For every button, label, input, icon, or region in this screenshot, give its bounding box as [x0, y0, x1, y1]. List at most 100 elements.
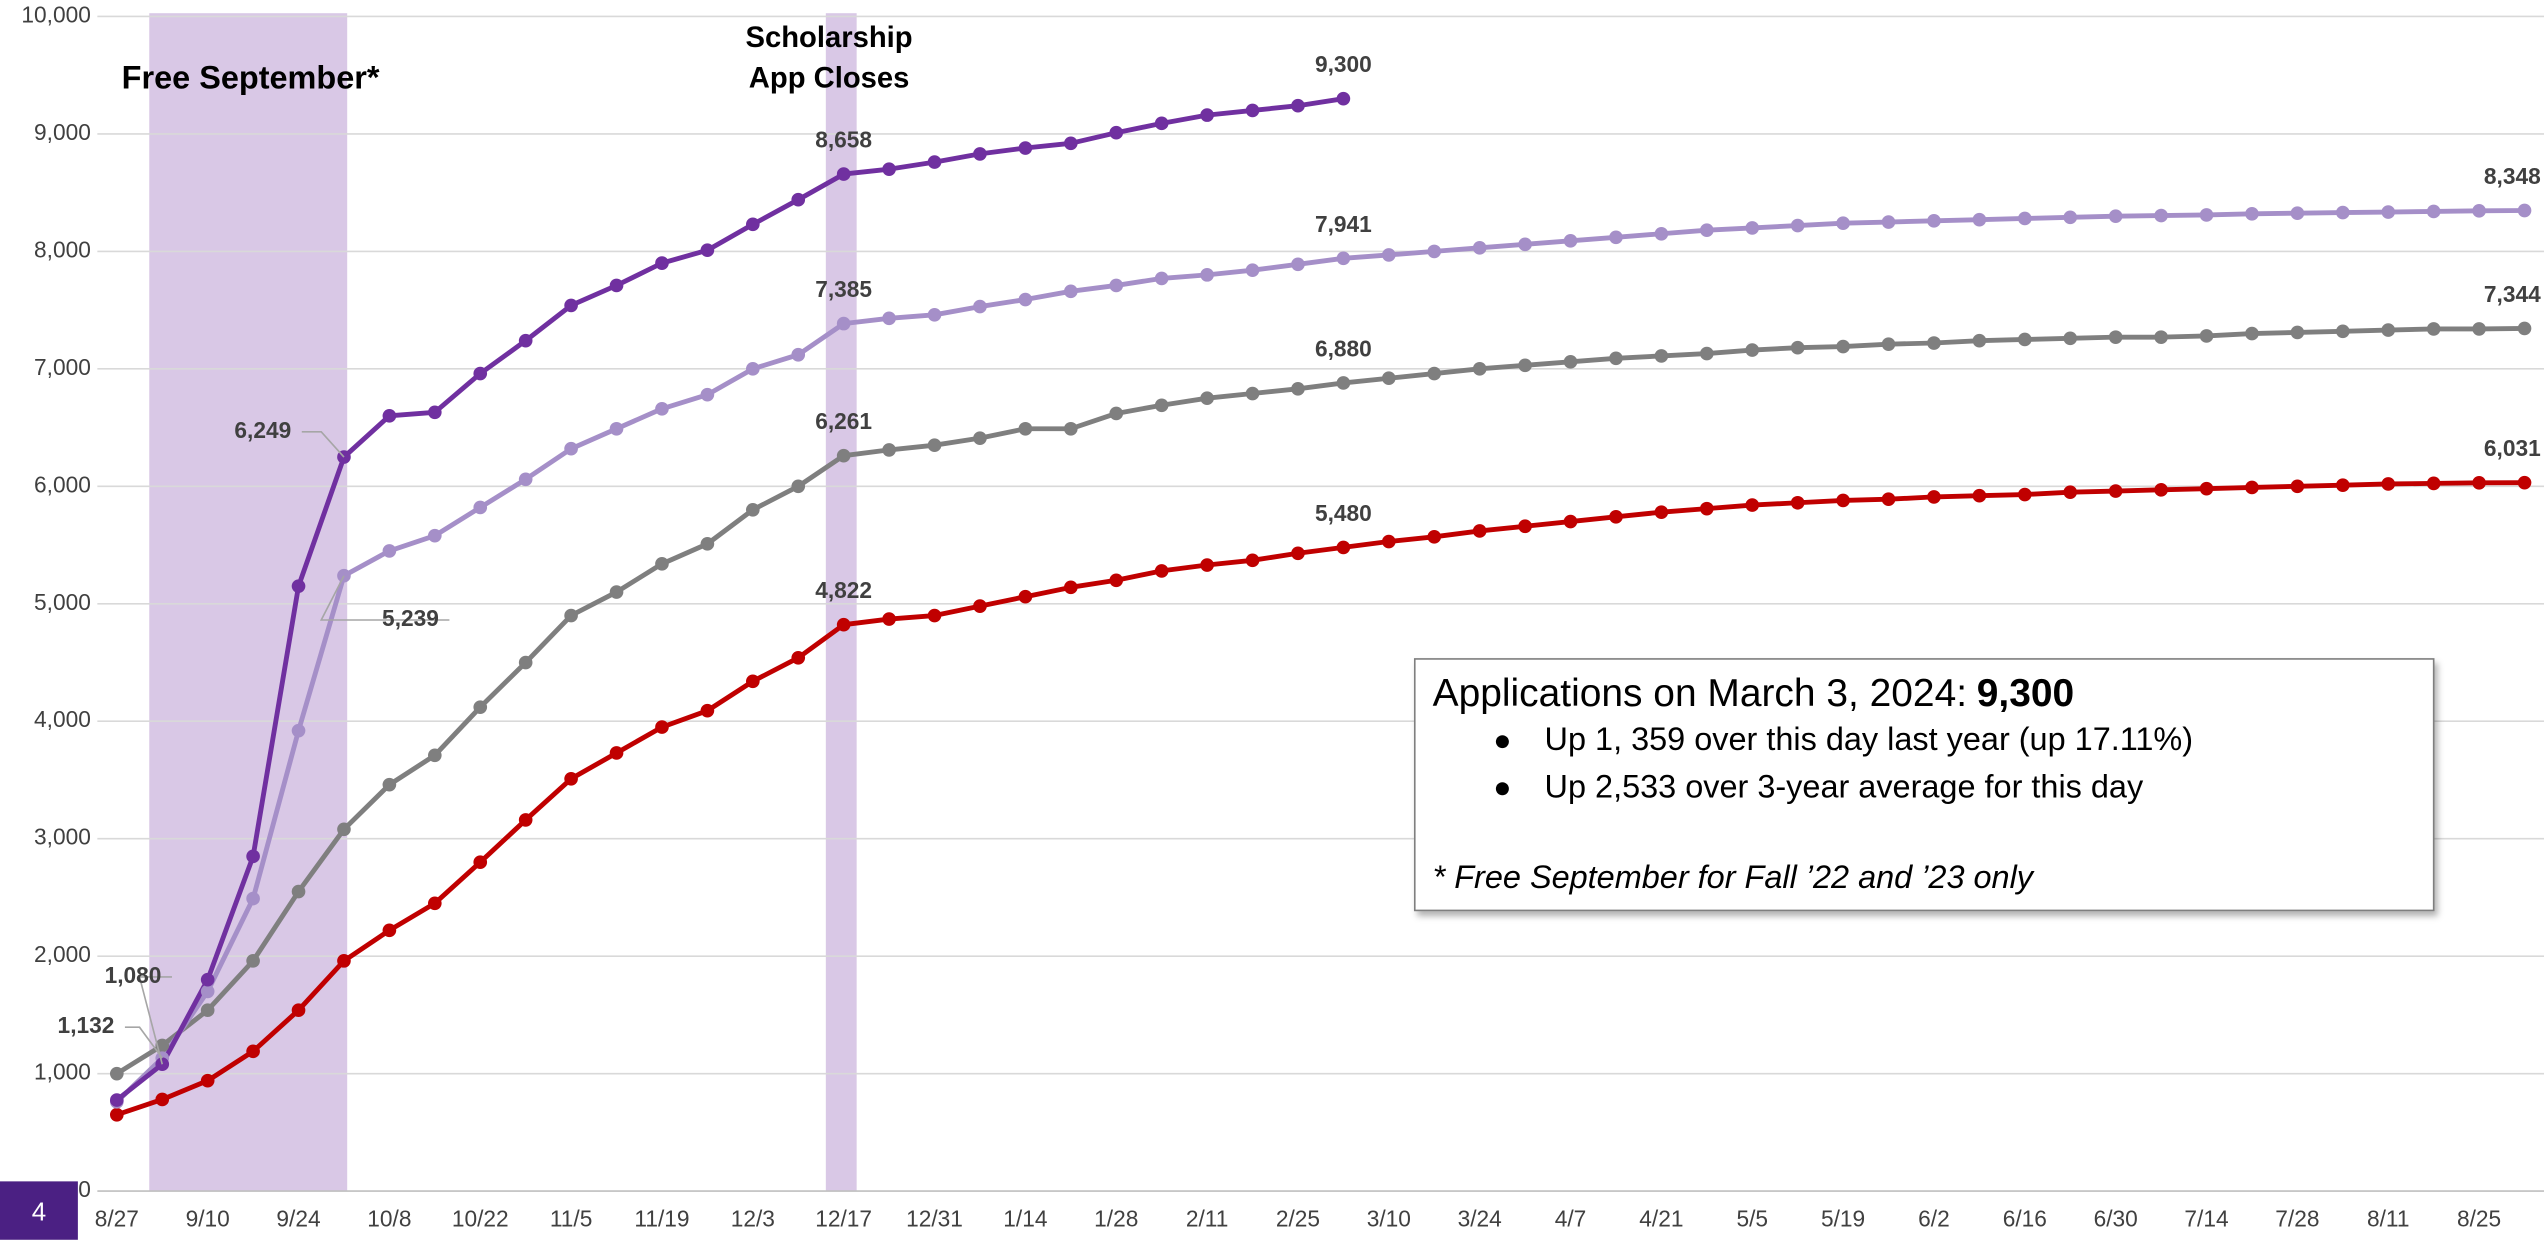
bullet	[1495, 735, 1509, 749]
data-point	[1563, 514, 1578, 529]
data-point	[2517, 475, 2532, 490]
data-point	[1609, 230, 1623, 245]
data-point	[882, 612, 896, 626]
bullet	[1495, 782, 1509, 796]
data-point	[291, 884, 306, 899]
annotation: Free September*	[122, 59, 380, 95]
x-tick-label: 9/10	[186, 1205, 230, 1231]
data-point	[2381, 323, 2396, 337]
data-label: 5,239	[382, 605, 439, 631]
x-tick-label: 1/14	[1003, 1205, 1047, 1231]
data-point	[2245, 206, 2259, 221]
data-label: 6,261	[815, 408, 872, 434]
x-tick-label: 12/17	[815, 1205, 872, 1231]
data-point	[1018, 292, 1033, 307]
data-point	[155, 1092, 170, 1107]
data-point	[1427, 366, 1442, 381]
data-point	[1109, 125, 1124, 140]
data-point	[927, 307, 942, 322]
data-point	[564, 298, 578, 313]
data-point	[1927, 490, 1941, 504]
x-tick-label: 3/10	[1367, 1205, 1411, 1231]
data-point	[1291, 381, 1305, 396]
data-point	[2472, 322, 2486, 336]
data-point	[1291, 257, 1305, 272]
data-point	[927, 608, 942, 623]
leader-line	[301, 430, 345, 458]
data-point	[2426, 476, 2441, 491]
data-point	[428, 896, 442, 911]
data-point	[1109, 406, 1124, 421]
data-label: 6,880	[1315, 335, 1372, 361]
data-label: 7,941	[1315, 211, 1372, 237]
data-point	[1018, 141, 1033, 155]
data-point	[1200, 558, 1214, 572]
data-point	[1154, 116, 1169, 131]
x-tick-label: 11/19	[634, 1205, 689, 1231]
data-point	[1336, 540, 1351, 555]
data-point	[1745, 498, 1760, 512]
data-point	[1700, 223, 1714, 238]
data-point	[2517, 203, 2532, 218]
data-point	[1472, 524, 1487, 538]
x-tick-label: 9/24	[276, 1205, 320, 1231]
data-point	[700, 387, 715, 402]
slide-number-box	[0, 1181, 78, 1240]
data-point	[2199, 329, 2214, 343]
data-point	[337, 954, 351, 968]
data-label: 1,080	[105, 962, 162, 988]
info-heading: Applications on March 3, 2024: 9,300	[1433, 673, 2075, 716]
data-point	[927, 155, 942, 169]
data-point	[428, 405, 442, 420]
data-point	[1109, 278, 1124, 293]
data-point	[200, 1073, 215, 1088]
y-tick-label: 7,000	[34, 354, 91, 380]
data-point	[2517, 321, 2532, 336]
data-point	[473, 855, 488, 870]
data-point	[836, 167, 851, 181]
data-label: 8,348	[2484, 163, 2541, 189]
y-tick-label: 4,000	[34, 706, 91, 732]
data-point	[1245, 553, 1260, 568]
data-point	[1700, 346, 1714, 361]
x-tick-label: 2/11	[1186, 1205, 1229, 1231]
data-point	[1836, 493, 1850, 508]
data-point	[1382, 248, 1396, 262]
data-point	[2199, 208, 2214, 222]
info-footnote: * Free September for Fall ’22 and ’23 on…	[1433, 859, 2035, 895]
data-point	[2290, 479, 2305, 494]
data-point	[2018, 332, 2032, 347]
data-point	[836, 617, 851, 632]
series-line	[115, 96, 1344, 1102]
data-point	[1518, 519, 1532, 534]
annotation: App Closes	[749, 62, 910, 94]
data-point	[473, 700, 488, 714]
data-label: 8,658	[815, 127, 872, 153]
data-point	[1518, 237, 1532, 252]
data-point	[2154, 330, 2168, 344]
data-point	[655, 256, 669, 270]
leader-line	[138, 976, 172, 1065]
data-point	[836, 448, 851, 463]
data-point	[1972, 212, 1987, 227]
data-point	[2290, 325, 2305, 340]
data-point	[291, 579, 306, 593]
leader-line	[319, 575, 450, 621]
data-point	[1154, 398, 1169, 413]
data-point	[973, 431, 987, 445]
y-tick-label: 2,000	[34, 941, 91, 967]
data-label: 6,249	[234, 417, 291, 443]
data-point	[1790, 218, 1805, 233]
data-point	[1064, 421, 1078, 436]
x-tick-label: 5/5	[1736, 1205, 1768, 1231]
data-point	[791, 479, 806, 494]
data-label: 7,385	[815, 276, 872, 302]
data-point	[518, 813, 533, 827]
x-tick-label: 6/2	[1918, 1205, 1950, 1231]
data-point	[200, 1003, 215, 1018]
data-point	[2336, 324, 2350, 339]
data-point	[2154, 483, 2168, 497]
x-tick-label: 7/14	[2184, 1205, 2228, 1231]
data-point	[1336, 91, 1351, 106]
y-tick-label: 3,000	[34, 824, 91, 850]
